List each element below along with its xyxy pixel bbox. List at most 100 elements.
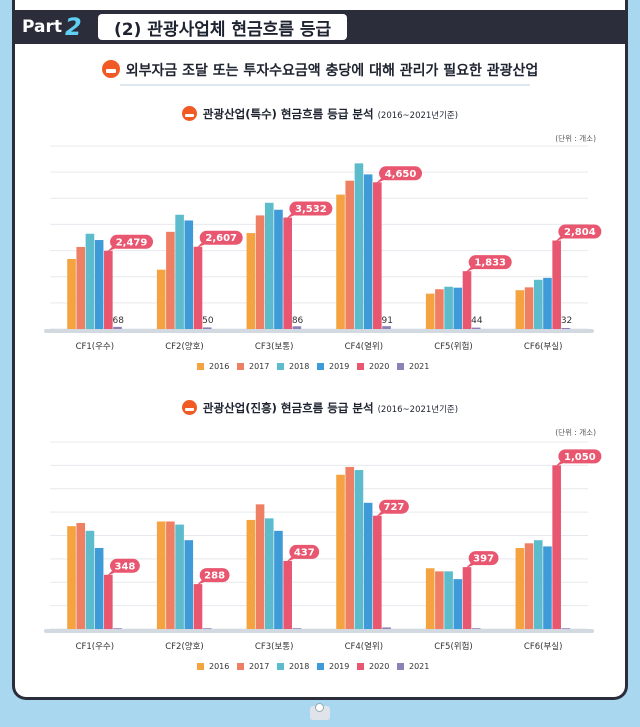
data-label-2020: 1,050 (555, 449, 602, 467)
bar-2019 (94, 240, 104, 329)
legend-label-2020: 2020 (369, 662, 389, 671)
data-label-pill (558, 224, 602, 239)
bar-2016 (515, 290, 525, 329)
x-axis-line (44, 329, 594, 333)
data-label-pill (110, 234, 154, 249)
bar-2021 (292, 628, 302, 630)
bar-2018 (85, 233, 95, 329)
bar-2020 (193, 246, 203, 329)
chart-title: 관광산업(특수) 현금흐름 등급 분석 (2016~2021년기준) (22, 106, 618, 122)
bar-2019 (94, 547, 104, 629)
chart-title: 관광산업(진흥) 현금흐름 등급 분석 (2016~2021년기준) (22, 400, 618, 416)
data-label-2020: 397 (465, 551, 499, 569)
data-label-2020: 3,532 (286, 201, 333, 219)
data-label-text: 2,479 (116, 237, 148, 248)
data-label-pill (289, 544, 320, 559)
legend-label-2020: 2020 (369, 362, 389, 371)
data-label-pointer (107, 246, 118, 252)
legend-swatch-2020 (357, 363, 364, 370)
bar-chart-svg: 2,479 68 CF1(우수) 2,607 50 CF2(양호) 3,532 86 CF3(보… (44, 145, 602, 371)
bar-2017 (255, 504, 265, 629)
data-label-text: 3,532 (295, 204, 327, 215)
bar-2019 (184, 540, 194, 629)
data-label-pointer (286, 213, 297, 219)
data-label-2020: 288 (196, 568, 230, 586)
bar-2019 (274, 209, 283, 329)
bar-2016 (156, 521, 166, 629)
chart-promotion: 관광산업(진흥) 현금흐름 등급 분석 (2016~2021년기준) (단위 :… (22, 394, 618, 684)
legend-swatch-2019 (317, 663, 324, 670)
data-label-pointer (376, 178, 387, 184)
bar-2017 (166, 231, 175, 329)
bar-2017 (435, 289, 444, 329)
bar-2016 (67, 258, 76, 329)
data-label-2020: 2,607 (196, 230, 243, 248)
data-label-2021: 68 (113, 316, 125, 326)
data-label-pointer (555, 236, 566, 242)
legend-label-2021: 2021 (409, 662, 429, 671)
bar-2018 (175, 524, 184, 629)
bar-2018 (533, 540, 543, 629)
bar-2020 (462, 271, 472, 329)
bar-2018 (354, 163, 364, 329)
bar-2018 (444, 286, 453, 329)
bar-2019 (453, 287, 463, 329)
legend-swatch-2017 (237, 663, 244, 670)
bar-2017 (524, 543, 534, 629)
bar-2019 (543, 546, 552, 629)
bar-2016 (246, 519, 256, 629)
bar-2019 (363, 502, 373, 629)
data-label-pill (379, 499, 409, 514)
data-label-pill (468, 551, 499, 566)
category-label: CF4(열위) (345, 342, 384, 352)
part-number: 2 (65, 13, 82, 41)
x-axis-line (44, 629, 594, 633)
bar-2016 (336, 194, 345, 329)
legend-label-2017: 2017 (249, 362, 269, 371)
bar-2018 (264, 518, 274, 629)
data-label-text: 2,607 (205, 233, 237, 244)
bar-2016 (156, 269, 166, 329)
data-label-2020: 2,479 (107, 234, 154, 252)
bar-2018 (175, 214, 184, 329)
bar-2020 (552, 240, 561, 329)
data-label-2021: 86 (292, 316, 304, 326)
bar-2019 (363, 174, 373, 329)
bar-2021 (382, 326, 391, 329)
bar-2016 (246, 233, 256, 329)
legend-swatch-2019 (317, 363, 324, 370)
bar-2019 (274, 530, 283, 629)
data-label-pointer (465, 563, 476, 569)
category-label: CF5(위험) (434, 642, 473, 652)
data-label-pill (199, 230, 243, 245)
category-label: CF2(양호) (165, 341, 204, 352)
legend-swatch-2018 (277, 363, 284, 370)
data-label-pill (558, 449, 602, 464)
legend-swatch-2020 (357, 663, 364, 670)
legend-swatch-2021 (397, 363, 404, 370)
subheading-text: 외부자금 조달 또는 투자수요금액 충당에 대해 관리가 필요한 관광산업 (125, 63, 539, 79)
bar-2021 (561, 327, 571, 329)
data-label-pill (468, 255, 512, 270)
legend-swatch-2021 (397, 663, 404, 670)
bar-2020 (104, 574, 113, 629)
category-label: CF1(우수) (76, 342, 115, 352)
unit-label: (단위 : 개소) (555, 428, 596, 437)
category-label: CF4(열위) (345, 642, 384, 652)
bar-2020 (283, 217, 292, 329)
bar-2021 (113, 628, 122, 630)
bar-2017 (524, 287, 534, 329)
bar-2016 (515, 547, 525, 629)
category-label: CF3(보통) (255, 642, 294, 652)
bar-2017 (255, 215, 265, 329)
bar-2019 (453, 579, 463, 629)
bar-2020 (193, 584, 203, 629)
power-dot-icon (315, 703, 324, 712)
data-label-pill (110, 558, 140, 573)
bar-2019 (543, 277, 552, 329)
category-label: CF6(부실) (524, 341, 563, 352)
data-label-pointer (196, 242, 207, 248)
data-label-2020: 437 (286, 544, 320, 562)
bar-2021 (471, 327, 481, 329)
bar-2018 (533, 279, 543, 329)
